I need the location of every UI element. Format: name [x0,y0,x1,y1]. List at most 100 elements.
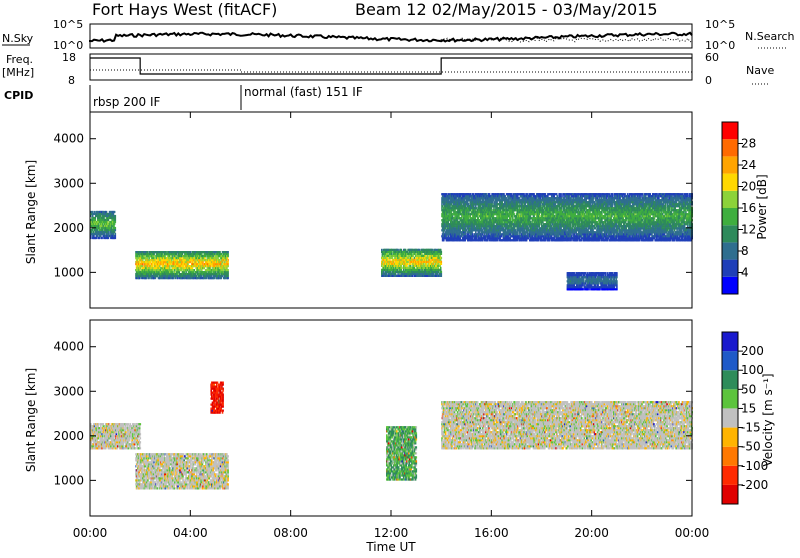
power-cell [389,260,392,263]
power-cell [382,258,385,261]
power-cell [175,251,178,254]
power-cell [467,233,470,236]
power-cell [170,255,172,258]
power-cell [174,265,177,268]
power-cell [193,277,196,280]
power-cell [191,275,194,278]
power-cell [396,264,399,267]
power-cell [440,274,443,277]
power-cell [91,210,94,214]
power-cell [144,273,147,276]
power-cell [468,197,471,200]
power-cell [480,229,482,232]
power-cell [394,274,396,277]
power-cell [182,259,184,262]
power-cell [444,227,447,230]
power-cell [434,250,437,253]
power-cell [475,201,478,204]
power-cell [499,237,502,240]
power-cell [180,275,182,278]
power-cell [455,229,458,232]
power-cell [154,261,156,264]
power-cell [440,272,443,275]
power-cell [481,207,484,210]
power-cell [505,203,508,206]
power-cell [219,263,221,266]
power-cell [389,254,391,257]
power-cell [493,217,496,220]
power-cell [221,257,223,260]
power-cell [453,223,456,226]
power-cell [384,250,387,253]
power-cell [409,258,412,261]
power-cell [508,217,511,220]
power-cell [419,272,422,275]
power-cell [221,275,224,278]
power-cell [475,215,478,218]
power-cell [184,263,186,266]
power-cell [463,225,466,228]
power-cell [511,229,513,232]
power-cell [399,254,402,257]
power-cell [498,213,500,216]
power-cell [400,264,402,267]
power-cell [385,270,387,273]
power-cell [483,221,486,224]
power-cell [213,277,216,280]
power-cell [206,267,209,270]
power-cell [493,209,495,212]
power-cell [184,261,187,264]
power-cell [468,227,471,230]
power-cell [474,209,476,212]
power-cell [476,227,479,230]
power-cell [108,234,110,238]
power-cell [455,193,457,196]
power-cell [172,269,174,272]
power-cell [96,226,99,230]
power-cell [97,220,100,224]
power-cell [456,219,459,222]
power-cell [478,225,480,228]
power-cell [183,261,185,264]
power-cell [392,266,395,269]
power-cell [101,228,104,232]
power-cell [179,263,181,266]
power-cell [188,261,191,264]
power-cell [174,259,177,262]
power-cell [446,213,448,216]
power-cell [383,268,386,271]
power-cell [93,222,96,226]
power-cell [491,223,493,226]
power-cell [423,260,425,263]
power-cell [431,256,433,259]
power-cell [456,195,459,198]
power-cell [213,251,216,254]
power-cell [492,199,495,202]
power-cell [408,266,411,269]
power-cell [98,232,100,236]
power-cells [90,193,693,291]
power-cell [476,215,479,218]
power-cell [381,250,383,253]
power-cell [486,227,488,230]
power-cell [394,262,397,265]
power-cell [483,197,485,200]
power-cell [483,219,485,222]
power-cell [470,237,472,240]
power-cell [208,267,211,270]
power-cell [460,205,463,208]
power-cell [219,255,221,258]
power-cell [110,220,112,224]
power-cell [480,239,482,242]
power-cell [179,273,182,276]
power-cell [382,250,385,253]
power-cell [409,256,412,259]
power-cell [147,251,149,254]
power-cell [458,235,460,238]
power-cell [468,207,470,210]
power-cell [197,261,200,264]
power-cell [419,268,421,271]
power-cell [148,265,151,268]
power-cell [196,267,198,270]
power-cell [172,265,174,268]
